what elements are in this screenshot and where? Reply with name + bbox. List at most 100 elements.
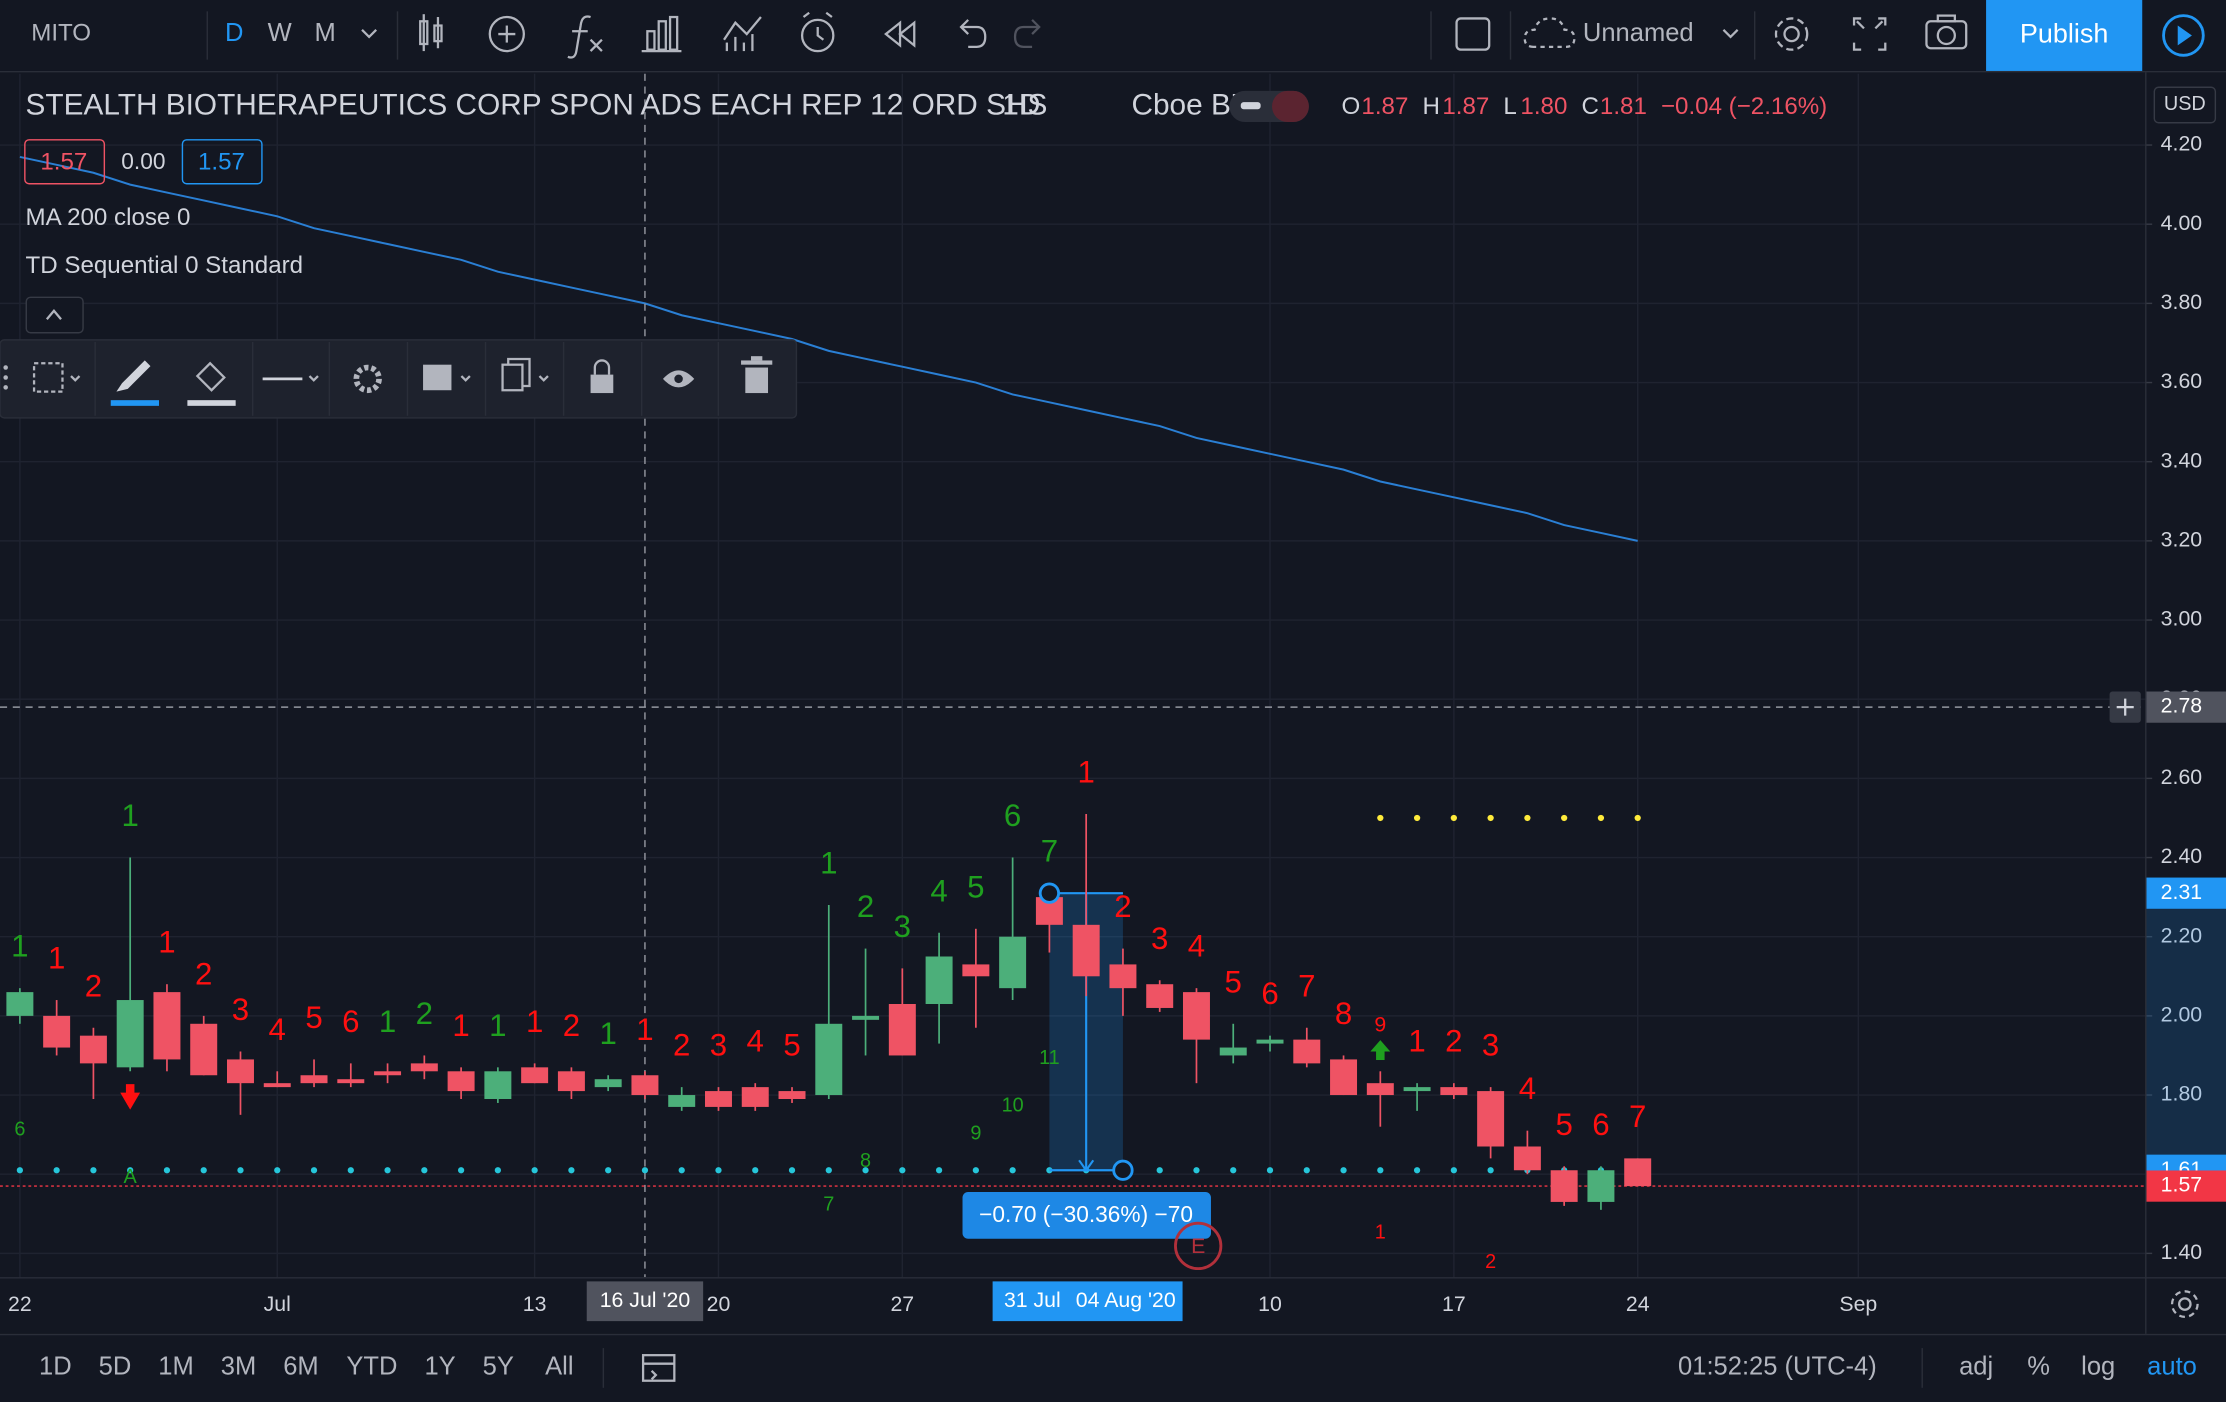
td-buy-arrow — [1376, 1050, 1385, 1061]
scale-option[interactable]: log — [2081, 1353, 2115, 1381]
td-count: 2 — [85, 968, 102, 1003]
clock[interactable]: 01:52:25 (UTC-4) — [1678, 1353, 1877, 1381]
replay-icon[interactable] — [884, 20, 916, 48]
layout-dropdown[interactable] — [1722, 28, 1739, 39]
scale-option[interactable]: % — [2027, 1353, 2050, 1381]
candle-body — [79, 1035, 107, 1064]
templates-icon[interactable] — [723, 16, 762, 52]
td-count: 2 — [857, 889, 874, 924]
legend-interval: 1D — [1002, 88, 1040, 121]
delete-icon[interactable] — [741, 356, 773, 394]
support-dot — [788, 1167, 796, 1174]
collapse-button[interactable] — [25, 296, 84, 334]
td-count: 1 — [489, 1008, 506, 1043]
td-count: 1 — [526, 1004, 543, 1039]
scale-option[interactable]: adj — [1959, 1353, 1993, 1381]
settings-icon[interactable] — [1774, 17, 1809, 51]
currency-box[interactable] — [2153, 86, 2217, 124]
range-button[interactable]: 1D — [39, 1353, 72, 1381]
range-button[interactable]: 3M — [221, 1353, 256, 1381]
publish-label[interactable]: Publish — [2020, 19, 2108, 49]
drag-handle[interactable] — [3, 365, 8, 390]
snapshot-icon[interactable] — [1925, 14, 1968, 50]
ohlc-label: H — [1422, 93, 1439, 120]
input-value[interactable]: 1.57 — [40, 149, 87, 176]
fx-icon[interactable] — [567, 15, 603, 59]
line-color-icon[interactable] — [116, 360, 151, 392]
td-count: 3 — [894, 909, 911, 944]
publish-button[interactable] — [1986, 0, 2143, 71]
candles-icon[interactable] — [419, 14, 443, 52]
range-button[interactable]: 6M — [283, 1353, 318, 1381]
lock-icon[interactable] — [590, 359, 614, 394]
measure-handle[interactable] — [1112, 1159, 1134, 1181]
support-dot — [310, 1167, 318, 1174]
date-range-icon[interactable] — [641, 1354, 676, 1382]
range-button[interactable]: All — [545, 1353, 573, 1381]
td-count: 5 — [305, 1000, 322, 1035]
td-count: 2 — [195, 956, 212, 991]
x-tick-label: 20 — [707, 1292, 731, 1316]
support-dot — [163, 1167, 171, 1174]
template-icon[interactable] — [32, 362, 64, 393]
support-dot — [1413, 1167, 1421, 1174]
td-count: 1 — [379, 1004, 396, 1039]
hide-icon[interactable] — [662, 370, 695, 388]
currency[interactable]: USD — [2164, 93, 2206, 115]
visibility-icon[interactable] — [423, 364, 452, 391]
axis-settings-icon[interactable] — [2170, 1290, 2199, 1318]
layout-icon[interactable] — [1455, 17, 1491, 51]
td-count: 8 — [1335, 996, 1352, 1031]
interval-button[interactable]: W — [268, 19, 293, 47]
input-value[interactable]: 1.57 — [198, 149, 245, 176]
td-count: 6 — [1592, 1107, 1609, 1142]
range-button[interactable]: 1M — [158, 1353, 193, 1381]
x-tick-label: 17 — [1442, 1292, 1466, 1316]
ohlc-value: 1.87 — [1361, 93, 1408, 120]
support-dot — [90, 1167, 97, 1174]
indicators-add-icon[interactable] — [488, 15, 525, 53]
alert-icon[interactable] — [800, 11, 835, 53]
fullscreen-icon[interactable] — [1852, 17, 1887, 51]
input-box[interactable] — [181, 139, 263, 185]
interval-dropdown[interactable] — [361, 28, 378, 39]
fill-color-icon[interactable] — [195, 361, 226, 392]
td-count: 7 — [1041, 834, 1058, 869]
symbol[interactable]: MITO — [31, 19, 91, 46]
scale-option[interactable]: auto — [2147, 1353, 2197, 1381]
indicator-legend[interactable]: MA 200 close 0 — [26, 204, 191, 231]
td-count-small: 6 — [14, 1118, 25, 1140]
td-count: 1 — [158, 925, 175, 960]
candle-body — [668, 1095, 696, 1107]
earnings-label[interactable]: E — [1191, 1234, 1205, 1258]
redo-icon[interactable] — [1013, 19, 1041, 48]
input-box[interactable] — [24, 139, 106, 185]
settings-icon[interactable] — [353, 364, 382, 394]
candle-body — [852, 1015, 880, 1020]
range-button[interactable]: 1Y — [424, 1353, 455, 1381]
undo-icon[interactable] — [959, 19, 987, 48]
range-button[interactable]: 5D — [99, 1353, 132, 1381]
interval-button[interactable]: D — [225, 19, 243, 47]
layout-name[interactable]: Unnamed — [1583, 19, 1694, 47]
dropdown[interactable] — [70, 375, 81, 382]
play-button[interactable] — [2162, 14, 2205, 57]
dropdown[interactable] — [308, 375, 319, 382]
clone-icon[interactable] — [501, 357, 531, 392]
dropdown[interactable] — [538, 375, 549, 382]
compare-icon[interactable] — [641, 15, 682, 53]
td-count: 9 — [1374, 1013, 1386, 1037]
candle-body — [925, 956, 953, 1004]
crosshair-add-button[interactable] — [2109, 691, 2141, 723]
dropdown[interactable] — [460, 375, 471, 382]
td-count-small: 1 — [1375, 1221, 1386, 1243]
range-button[interactable]: YTD — [346, 1353, 397, 1381]
td-count: 1 — [11, 929, 28, 964]
interval-button[interactable]: M — [314, 19, 335, 47]
earnings-marker[interactable] — [1174, 1221, 1223, 1271]
resistance-dot — [1377, 814, 1384, 822]
y-tick-label: 3.00 — [2161, 607, 2202, 631]
indicator-legend[interactable]: TD Sequential 0 Standard — [26, 252, 303, 279]
range-button[interactable]: 5Y — [483, 1353, 514, 1381]
measure-handle[interactable] — [1038, 882, 1061, 904]
